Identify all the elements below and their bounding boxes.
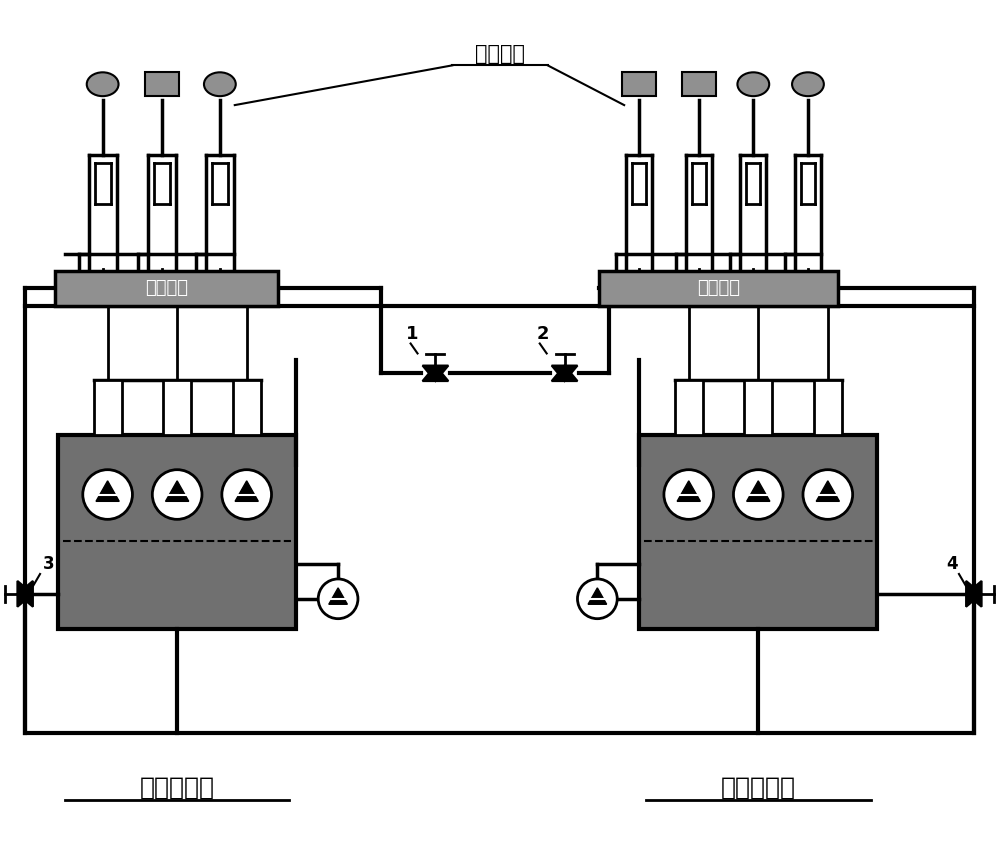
Text: 液压阀台: 液压阀台 <box>697 279 740 298</box>
Bar <box>639 435 877 628</box>
Bar <box>682 72 716 96</box>
Polygon shape <box>677 481 700 501</box>
Ellipse shape <box>87 72 119 96</box>
Polygon shape <box>552 366 577 381</box>
Polygon shape <box>966 581 982 606</box>
Bar <box>94 380 122 435</box>
Polygon shape <box>17 581 33 606</box>
Bar <box>233 380 261 435</box>
Circle shape <box>222 469 272 520</box>
Circle shape <box>664 469 714 520</box>
Text: 液压阀台: 液压阀台 <box>145 279 188 298</box>
Text: 2: 2 <box>537 325 549 342</box>
Bar <box>744 380 772 435</box>
Text: 4: 4 <box>946 555 958 573</box>
Ellipse shape <box>737 72 769 96</box>
Circle shape <box>318 579 358 619</box>
Bar <box>622 72 656 96</box>
Circle shape <box>733 469 783 520</box>
Polygon shape <box>17 581 33 606</box>
Bar <box>145 72 179 96</box>
Polygon shape <box>816 481 839 501</box>
Bar <box>58 435 296 628</box>
Circle shape <box>803 469 853 520</box>
Ellipse shape <box>204 72 236 96</box>
Bar <box>25 306 974 733</box>
Ellipse shape <box>792 72 824 96</box>
Polygon shape <box>235 481 258 501</box>
Polygon shape <box>423 366 448 381</box>
Polygon shape <box>747 481 770 501</box>
Bar <box>675 380 703 435</box>
Polygon shape <box>552 366 577 381</box>
Bar <box>814 380 842 435</box>
Bar <box>55 271 278 306</box>
Text: 1: 1 <box>406 325 418 342</box>
Polygon shape <box>588 588 607 605</box>
Polygon shape <box>166 481 189 501</box>
Text: 三号液压站: 三号液压站 <box>721 775 796 800</box>
Polygon shape <box>966 581 982 606</box>
Polygon shape <box>423 366 448 381</box>
Text: 3: 3 <box>43 555 55 573</box>
Circle shape <box>152 469 202 520</box>
Polygon shape <box>96 481 119 501</box>
Circle shape <box>577 579 617 619</box>
Polygon shape <box>329 588 347 605</box>
Text: 执行机构: 执行机构 <box>475 45 525 65</box>
Text: 二号液压站: 二号液压站 <box>140 775 215 800</box>
Circle shape <box>83 469 132 520</box>
Bar <box>163 380 191 435</box>
Bar <box>599 271 838 306</box>
